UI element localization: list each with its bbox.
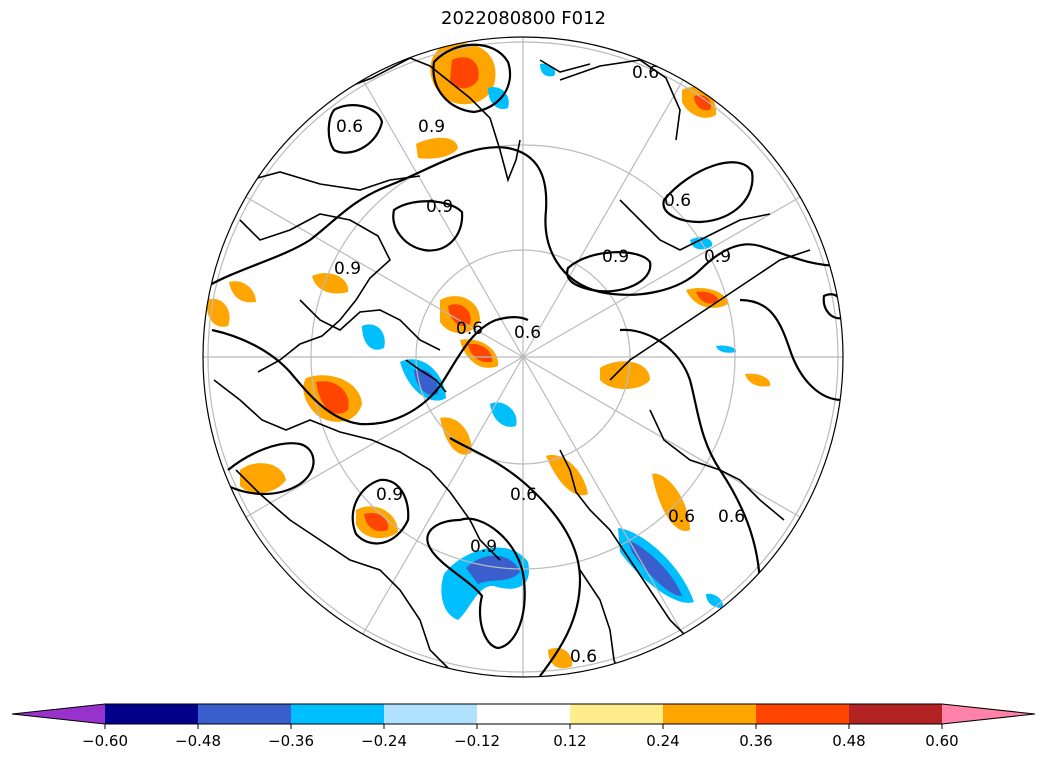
anomaly-negative	[690, 237, 713, 250]
colorbar-tick-label: 0.48	[832, 732, 865, 750]
anomaly-positive	[600, 361, 650, 389]
colorbar-tick-label: −0.12	[454, 732, 500, 750]
contour-label: 0.6	[668, 507, 695, 527]
contour-label: 0.9	[704, 247, 731, 267]
contour-label: 0.9	[470, 537, 497, 557]
colorbar-tick-label: 0.36	[739, 732, 772, 750]
anomaly-positive	[312, 273, 349, 294]
anomaly-strong-positive	[448, 304, 471, 326]
colorbar-ticks: −0.60 −0.48 −0.36 −0.24 −0.12 0.12 0.24 0.36 0.4…	[82, 724, 959, 750]
colorbar: −0.60 −0.48 −0.36 −0.24 −0.12 0.12 0.24 0.36 0.4…	[11, 703, 1036, 750]
anomaly-strong-positive	[694, 95, 712, 111]
contour-label: 0.9	[426, 197, 453, 217]
contour-lines	[207, 43, 843, 677]
anomaly-positive	[440, 417, 472, 455]
anomaly-positive	[546, 454, 588, 496]
contour-line	[449, 437, 582, 677]
colorbar-segment	[663, 704, 756, 724]
contour-line	[207, 146, 843, 296]
contour-line	[566, 251, 652, 293]
graticule	[203, 37, 843, 677]
colorbar-tick-label: −0.48	[175, 732, 221, 750]
contour-label: 0.9	[334, 259, 361, 279]
colorbar-segment	[477, 704, 570, 724]
contour-label: 0.9	[376, 485, 403, 505]
colorbar-segment	[105, 704, 198, 724]
colorbar-tick-label: 0.12	[553, 732, 586, 750]
colorbar-tick-label: −0.36	[268, 732, 314, 750]
anomaly-strong-negative	[466, 555, 520, 584]
anomaly-negative	[706, 593, 723, 608]
contour-label: 0.9	[418, 117, 445, 137]
contour-label: 0.6	[510, 485, 537, 505]
anomaly-positive	[548, 647, 573, 669]
contour-labels: 0.6 0.9 0.9 0.6 0.9 0.6 0.9 0.6 0.6 0.9 …	[334, 63, 745, 667]
coastlines	[213, 57, 811, 677]
contour-line	[227, 442, 315, 495]
contour-line	[392, 200, 464, 252]
contour-line	[426, 517, 526, 650]
contour-label: 0.6	[456, 319, 483, 339]
colorbar-segment	[570, 704, 663, 724]
colorbar-segment	[198, 704, 291, 724]
anomaly-strong-negative	[414, 369, 439, 395]
anomaly-strong-positive	[696, 291, 719, 304]
map-boundary	[202, 36, 844, 678]
contour-label: 0.6	[514, 323, 541, 343]
anomaly-strong-positive	[468, 343, 493, 363]
colorbar-segment	[942, 704, 1035, 724]
colorbar-segment	[291, 704, 384, 724]
anomaly-negative	[362, 324, 385, 350]
contour-line	[432, 43, 512, 114]
colorbar-tick-label: 0.60	[925, 732, 958, 750]
contour-line	[739, 298, 843, 402]
colorbar-segment	[849, 704, 942, 724]
polar-map: 0.6 0.9 0.9 0.6 0.9 0.6 0.9 0.6 0.6 0.9 …	[202, 36, 844, 678]
anomaly-positive	[229, 281, 256, 303]
colorbar-segment	[12, 704, 105, 724]
contour-label: 0.6	[336, 117, 363, 137]
colorbar-tick-label: −0.24	[361, 732, 407, 750]
colorbar-boxes	[11, 703, 1036, 725]
contour-label: 0.6	[632, 63, 659, 83]
map-title: 2022080800 F012	[441, 8, 606, 29]
anomaly-strong-negative	[628, 540, 682, 596]
anomaly-negative	[490, 402, 517, 427]
colorbar-tick-label: −0.60	[82, 732, 128, 750]
colorbar-tick-label: 0.24	[646, 732, 679, 750]
contour-line	[327, 104, 384, 154]
colorbar-segment	[756, 704, 849, 724]
colorbar-segment	[384, 704, 477, 724]
anomaly-negative	[488, 87, 509, 110]
contour-label: 0.6	[570, 647, 597, 667]
contour-label: 0.6	[718, 507, 745, 527]
contour-line	[211, 315, 529, 426]
contour-label: 0.6	[664, 191, 691, 211]
anomaly-positive	[240, 463, 286, 494]
anomaly-negative	[540, 63, 556, 77]
contour-line	[662, 161, 754, 224]
anomaly-strong-positive	[364, 512, 389, 532]
anomaly-negative	[716, 345, 737, 353]
anomaly-strong-positive	[316, 381, 349, 414]
contour-line	[619, 328, 762, 591]
shaded-anomalies	[206, 43, 771, 669]
anomaly-positive	[416, 137, 458, 159]
anomaly-strong-positive	[450, 57, 479, 89]
contour-line	[351, 478, 410, 545]
anomaly-positive	[652, 473, 690, 532]
anomaly-positive	[745, 373, 771, 387]
contour-label: 0.9	[602, 247, 629, 267]
